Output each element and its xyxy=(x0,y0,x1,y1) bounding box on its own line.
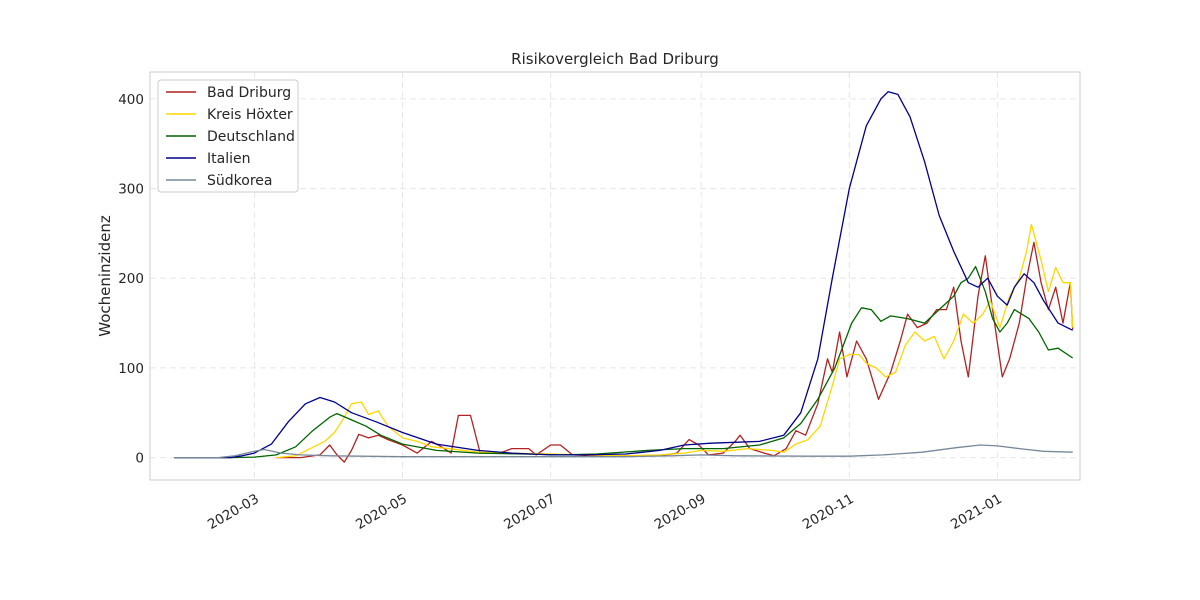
chart-title: Risikovergleich Bad Driburg xyxy=(511,50,719,68)
y-tick-label: 0 xyxy=(135,451,144,467)
plot-frame xyxy=(149,71,1081,481)
y-tick-label: 300 xyxy=(118,182,144,198)
legend-label: Südkorea xyxy=(207,173,272,189)
legend-label: Deutschland xyxy=(207,129,295,145)
legend-label: Italien xyxy=(207,151,250,167)
legend-label: Kreis Höxter xyxy=(207,107,293,123)
series-layer xyxy=(174,91,1074,463)
y-axis-label: Wocheninzidenz xyxy=(96,215,114,337)
legend-box xyxy=(157,79,299,193)
series-line-2 xyxy=(174,265,1074,459)
y-tick-label: 100 xyxy=(118,361,144,377)
series-line-3 xyxy=(174,91,1073,459)
series-line-1 xyxy=(276,223,1074,459)
y-tick-label: 400 xyxy=(118,92,144,108)
series-line-4 xyxy=(174,444,1073,459)
legend: Bad Driburg Kreis Höxter Deutschland Italie… xyxy=(157,79,299,193)
legend-label: Bad Driburg xyxy=(207,85,291,101)
legend-items: Bad Driburg Kreis Höxter Deutschland Italie… xyxy=(166,85,295,189)
y-tick-label: 200 xyxy=(118,271,144,287)
series-line-0 xyxy=(276,241,1074,463)
